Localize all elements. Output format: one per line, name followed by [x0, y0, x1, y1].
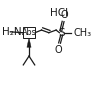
Text: H₂N: H₂N — [2, 27, 22, 37]
Text: O: O — [61, 10, 68, 20]
FancyBboxPatch shape — [23, 27, 35, 38]
Text: HCl: HCl — [50, 8, 68, 18]
Text: Abs: Abs — [22, 28, 36, 37]
Polygon shape — [27, 38, 31, 47]
Text: O: O — [54, 45, 62, 55]
Text: CH₃: CH₃ — [73, 28, 91, 38]
Text: S: S — [58, 28, 65, 38]
